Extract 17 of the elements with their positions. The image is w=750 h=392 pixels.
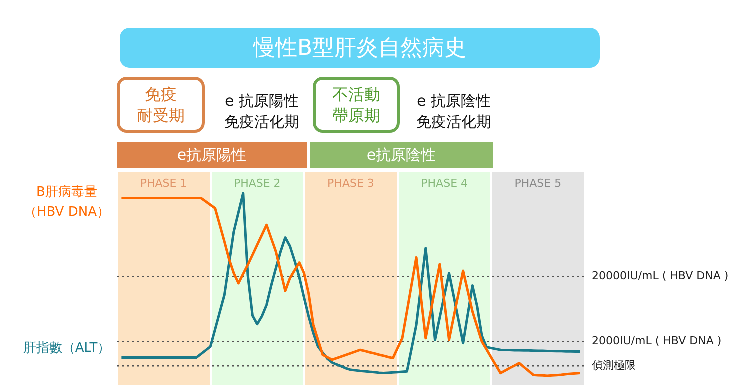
text: PHASE 2	[232, 176, 282, 192]
text: 不活動帶原期	[332, 84, 380, 126]
text: PHASE 5	[514, 176, 563, 192]
text: PHASE 3	[326, 176, 376, 192]
chart-title: 慢性B型肝炎自然病史	[120, 28, 600, 68]
text: PHASE 1	[139, 176, 188, 192]
text: e抗原陽性	[117, 142, 307, 168]
text: e抗原陰性	[310, 142, 493, 168]
text: e 抗原陰性免疫活化期	[416, 91, 492, 133]
series-label: 2000IU/mL ( HBV DNA )	[592, 334, 722, 348]
text: e 抗原陽性免疫活化期	[224, 91, 300, 133]
series-label: B肝病毒量（HBV DNA）	[23, 184, 111, 222]
series-label: 肝指數（ALT）	[22, 340, 112, 358]
text: PHASE 4	[420, 176, 470, 192]
text: 免疫耐受期	[137, 84, 185, 126]
series-label: 偵測極限	[592, 358, 636, 372]
series-label: 20000IU/mL ( HBV DNA )	[592, 270, 729, 283]
